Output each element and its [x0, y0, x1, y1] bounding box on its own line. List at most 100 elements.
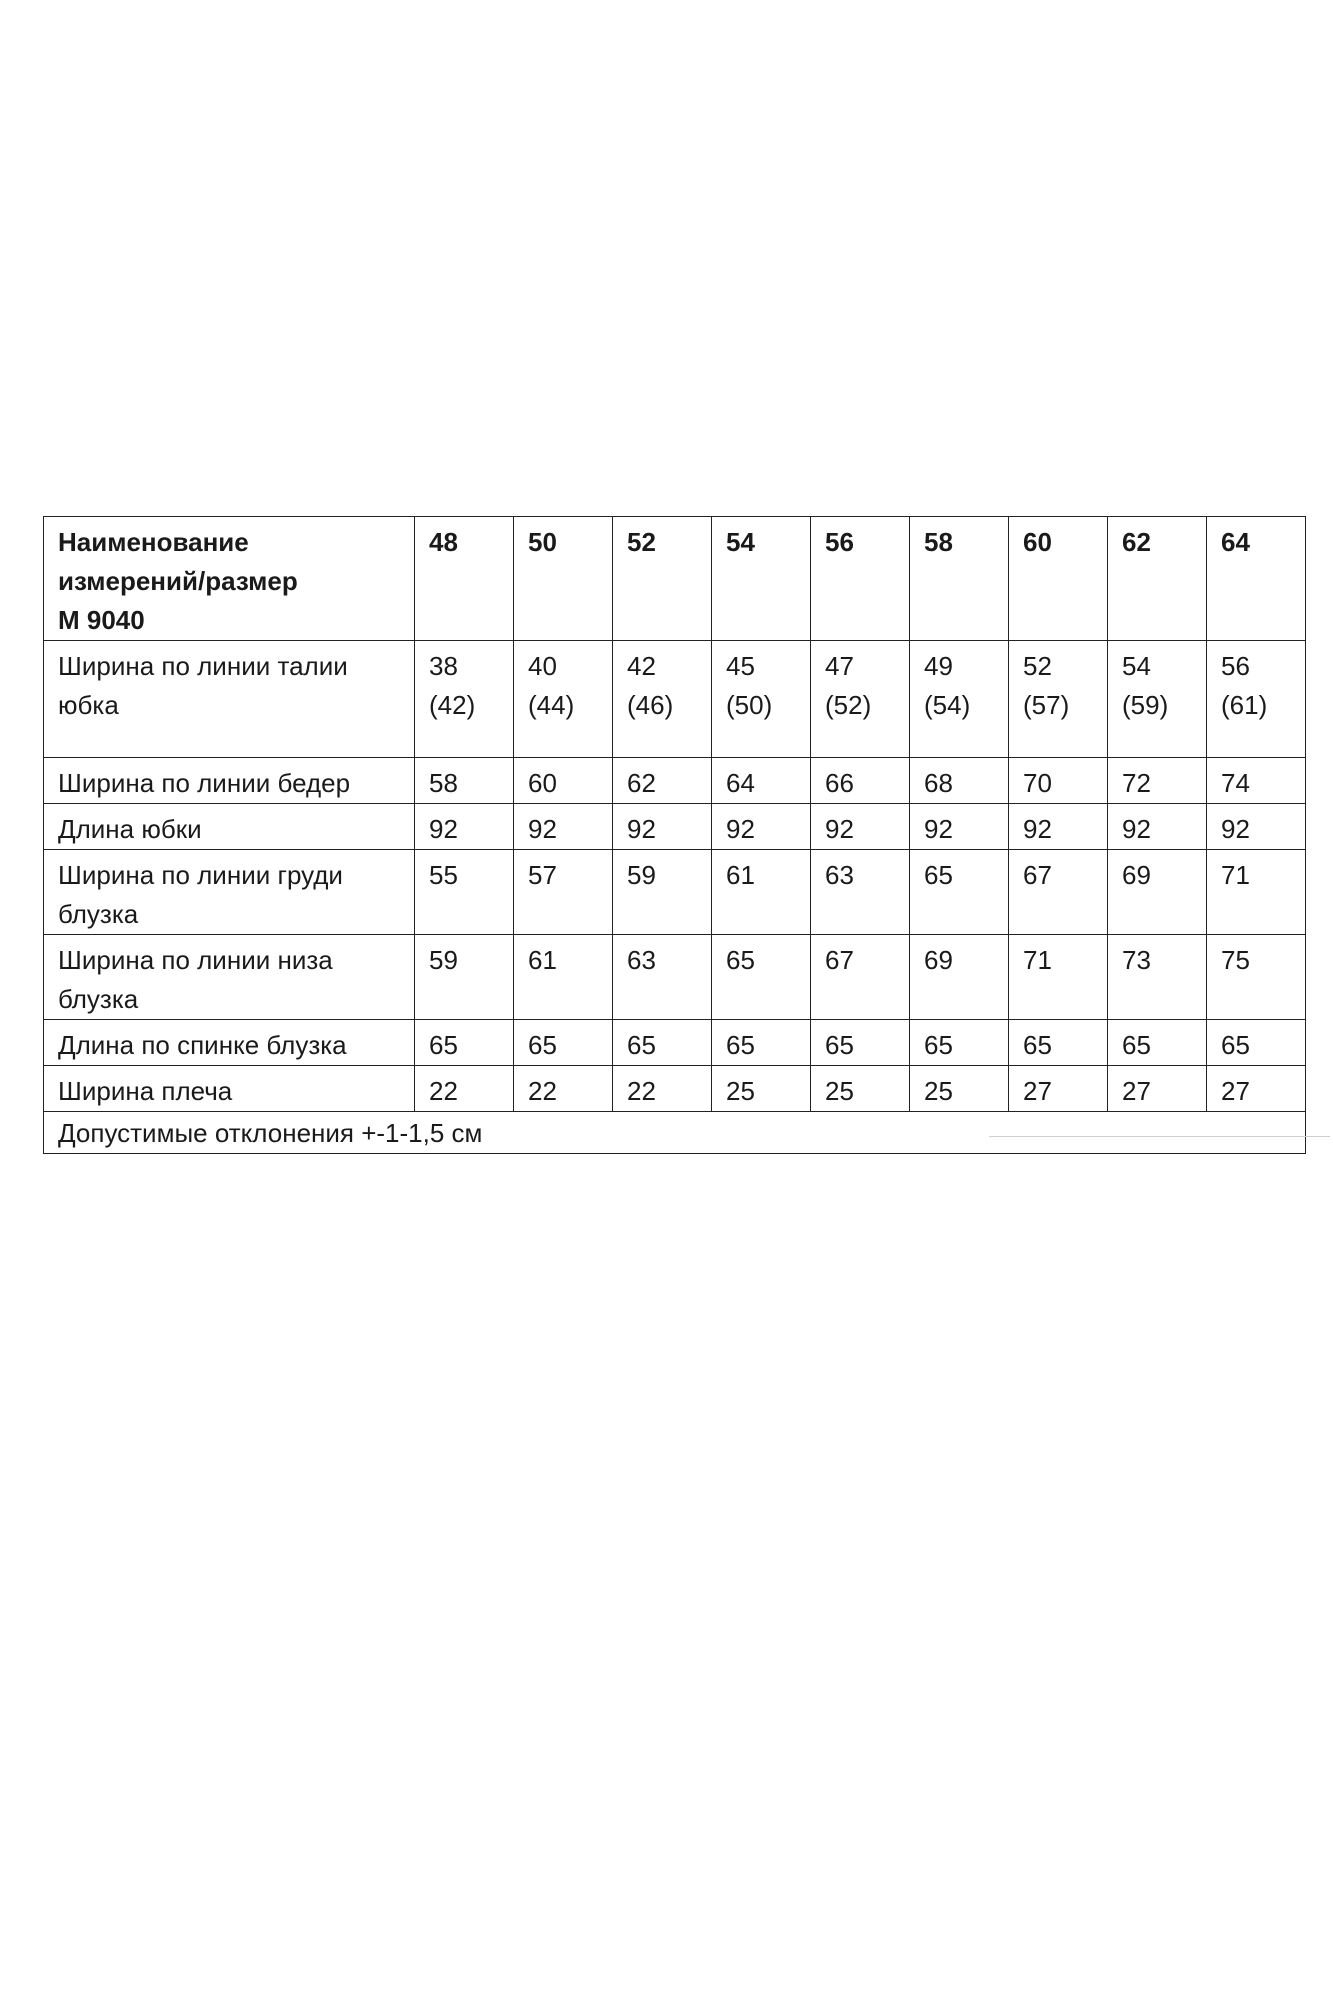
- table-row: Длина юбки 92 92 92 92 92 92 92 92 92: [43, 803, 1306, 850]
- measurement-value: 65: [1008, 1019, 1108, 1066]
- size-header-line: 52: [627, 527, 656, 557]
- size-header-line: 50: [528, 527, 557, 557]
- size-header: 64: [1206, 516, 1306, 641]
- measurement-label-line: Ширина по линии груди: [58, 860, 343, 890]
- measurement-value: 52 (57): [1008, 640, 1108, 758]
- header-label-line: измерений/размер: [58, 566, 298, 596]
- measurement-value: 66: [810, 757, 910, 804]
- measurement-label: Ширина по линии талии юбка: [43, 640, 415, 758]
- size-header-line: 62: [1122, 527, 1151, 557]
- measurement-value: 92: [612, 803, 712, 850]
- table-row: Ширина по линии низа блузка 59 61 63 65 67 69 71…: [43, 934, 1306, 1020]
- measurement-label: Длина по спинке блузка: [43, 1019, 415, 1066]
- measurement-value: 59: [612, 849, 712, 935]
- divider-line: [989, 1136, 1330, 1137]
- measurement-value: 67: [810, 934, 910, 1020]
- measurement-label-line: Ширина плеча: [58, 1076, 233, 1106]
- measurement-value: 65: [909, 849, 1009, 935]
- size-header: 52: [612, 516, 712, 641]
- header-label: Наименование измерений/размер М 9040: [43, 516, 415, 641]
- measurement-label: Ширина по линии низа блузка: [43, 934, 415, 1020]
- table-row: Ширина плеча 22 22 22 25 25 25 27 27 27: [43, 1065, 1306, 1112]
- measurement-value: 22: [612, 1065, 712, 1112]
- measurement-value: 22: [513, 1065, 613, 1112]
- size-chart-table: Наименование измерений/размер М 9040 48 50 52…: [43, 516, 1306, 1154]
- size-header-line: 58: [924, 527, 953, 557]
- measurement-label-line: Длина юбки: [58, 814, 202, 844]
- measurement-value: 57: [513, 849, 613, 935]
- measurement-value: 68: [909, 757, 1009, 804]
- measurement-value: 74: [1206, 757, 1306, 804]
- measurement-value: 65: [612, 1019, 712, 1066]
- size-header: 50: [513, 516, 613, 641]
- measurement-value: 70: [1008, 757, 1108, 804]
- measurement-value: 54 (59): [1107, 640, 1207, 758]
- header-label-line: М 9040: [58, 605, 145, 635]
- measurement-value: 27: [1206, 1065, 1306, 1112]
- measurement-value: 61: [711, 849, 811, 935]
- table-row: Ширина по линии бедер 58 60 62 64 66 68 70 72 74: [43, 757, 1306, 804]
- measurement-label-line: Длина по спинке блузка: [58, 1030, 347, 1060]
- measurement-value: 92: [513, 803, 613, 850]
- measurement-label-line: Ширина по линии низа: [58, 945, 333, 975]
- note-row: Допустимые отклонения +-1-1,5 см: [43, 1111, 1306, 1154]
- size-header-line: 60: [1023, 527, 1052, 557]
- measurement-value: 55: [414, 849, 514, 935]
- measurement-value: 92: [414, 803, 514, 850]
- measurement-label-line: блузка: [58, 899, 139, 929]
- measurement-value: 58: [414, 757, 514, 804]
- size-header: 58: [909, 516, 1009, 641]
- measurement-value: 49 (54): [909, 640, 1009, 758]
- size-header: 48: [414, 516, 514, 641]
- measurement-value: 60: [513, 757, 613, 804]
- size-header: 62: [1107, 516, 1207, 641]
- measurement-value: 38 (42): [414, 640, 514, 758]
- measurement-value: 92: [1107, 803, 1207, 850]
- measurement-value: 25: [810, 1065, 910, 1112]
- size-header: 56: [810, 516, 910, 641]
- measurement-value: 69: [1107, 849, 1207, 935]
- measurement-value: 92: [711, 803, 811, 850]
- size-header-line: 64: [1221, 527, 1250, 557]
- measurement-value: 65: [711, 1019, 811, 1066]
- measurement-value: 65: [810, 1019, 910, 1066]
- measurement-label: Длина юбки: [43, 803, 415, 850]
- table-row: Ширина по линии талии юбка 38 (42) 40 (44) 4…: [43, 640, 1306, 758]
- size-header: 60: [1008, 516, 1108, 641]
- header-row: Наименование измерений/размер М 9040 48 50 52…: [43, 516, 1306, 641]
- measurement-value: 62: [612, 757, 712, 804]
- header-label-line: Наименование: [58, 527, 249, 557]
- measurement-label: Ширина по линии груди блузка: [43, 849, 415, 935]
- measurement-value: 71: [1206, 849, 1306, 935]
- measurement-value: 69: [909, 934, 1009, 1020]
- measurement-value: 56 (61): [1206, 640, 1306, 758]
- measurement-label: Ширина по линии бедер: [43, 757, 415, 804]
- size-header-line: 56: [825, 527, 854, 557]
- measurement-value: 64: [711, 757, 811, 804]
- measurement-label-line: блузка: [58, 984, 139, 1014]
- measurement-value: 22: [414, 1065, 514, 1112]
- measurement-value: 25: [909, 1065, 1009, 1112]
- tolerance-note: Допустимые отклонения +-1-1,5 см: [43, 1111, 1306, 1154]
- measurement-value: 27: [1107, 1065, 1207, 1112]
- measurement-value: 47 (52): [810, 640, 910, 758]
- measurement-label-line: юбка: [58, 690, 119, 720]
- measurement-value: 71: [1008, 934, 1108, 1020]
- measurement-value: 65: [909, 1019, 1009, 1066]
- measurement-value: 25: [711, 1065, 811, 1112]
- measurement-value: 65: [711, 934, 811, 1020]
- measurement-label-line: Ширина по линии бедер: [58, 768, 351, 798]
- measurement-value: 92: [810, 803, 910, 850]
- size-header-line: 48: [429, 527, 458, 557]
- measurement-value: 63: [810, 849, 910, 935]
- table-row: Длина по спинке блузка 65 65 65 65 65 65 65 65 65: [43, 1019, 1306, 1066]
- size-header-line: 54: [726, 527, 755, 557]
- measurement-value: 42 (46): [612, 640, 712, 758]
- table-row: Ширина по линии груди блузка 55 57 59 61 63 65 6…: [43, 849, 1306, 935]
- measurement-label: Ширина плеча: [43, 1065, 415, 1112]
- measurement-value: 63: [612, 934, 712, 1020]
- measurement-value: 92: [1008, 803, 1108, 850]
- measurement-value: 65: [513, 1019, 613, 1066]
- measurement-value: 27: [1008, 1065, 1108, 1112]
- measurement-value: 59: [414, 934, 514, 1020]
